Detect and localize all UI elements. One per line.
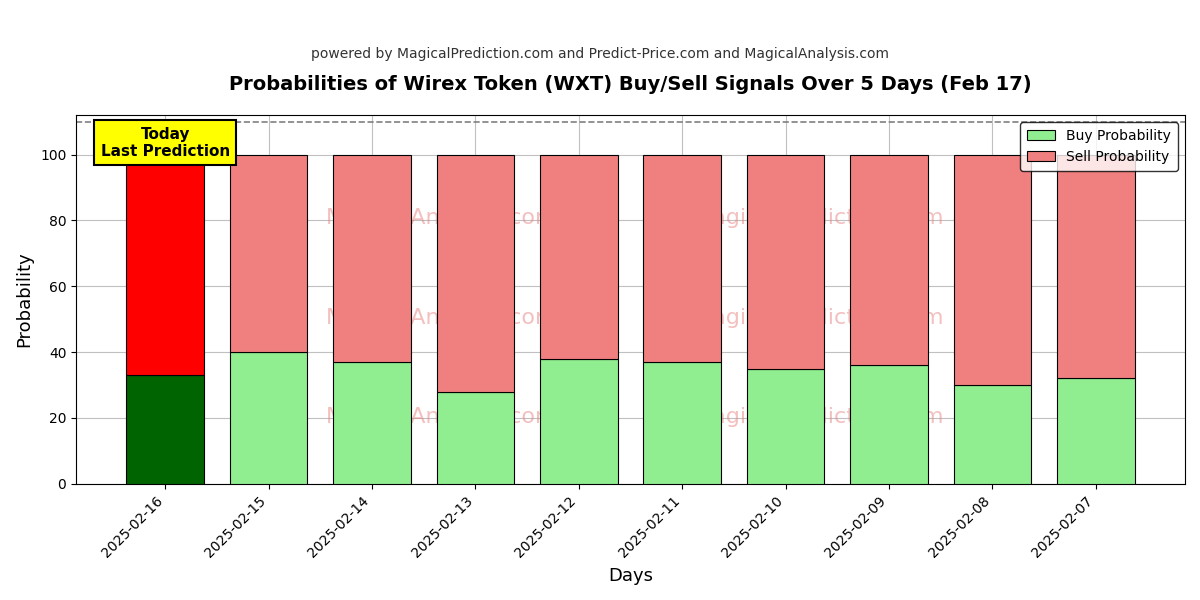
Bar bbox=[954, 385, 1031, 484]
Text: MagicalPrediction.com: MagicalPrediction.com bbox=[694, 308, 944, 328]
Text: MagicalPrediction.com: MagicalPrediction.com bbox=[694, 208, 944, 228]
Bar bbox=[126, 155, 204, 375]
Title: Probabilities of Wirex Token (WXT) Buy/Sell Signals Over 5 Days (Feb 17): Probabilities of Wirex Token (WXT) Buy/S… bbox=[229, 75, 1032, 94]
Bar bbox=[540, 359, 618, 484]
Legend: Buy Probability, Sell Probability: Buy Probability, Sell Probability bbox=[1020, 122, 1178, 171]
Bar bbox=[851, 365, 928, 484]
Bar bbox=[334, 155, 410, 362]
Text: MagicalAnalysis.com: MagicalAnalysis.com bbox=[326, 208, 558, 228]
Bar bbox=[126, 375, 204, 484]
Y-axis label: Probability: Probability bbox=[14, 251, 32, 347]
Bar bbox=[643, 362, 721, 484]
Bar bbox=[437, 392, 514, 484]
Bar bbox=[643, 155, 721, 362]
Text: MagicalPrediction.com: MagicalPrediction.com bbox=[694, 407, 944, 427]
Text: MagicalAnalysis.com: MagicalAnalysis.com bbox=[326, 407, 558, 427]
Bar bbox=[851, 155, 928, 365]
Bar bbox=[540, 155, 618, 359]
Bar bbox=[334, 362, 410, 484]
Bar bbox=[746, 155, 824, 368]
Bar bbox=[1057, 155, 1134, 379]
Bar bbox=[230, 352, 307, 484]
Bar bbox=[230, 155, 307, 352]
Bar bbox=[746, 368, 824, 484]
Bar bbox=[437, 155, 514, 392]
Bar bbox=[1057, 379, 1134, 484]
X-axis label: Days: Days bbox=[608, 567, 653, 585]
Bar bbox=[954, 155, 1031, 385]
Text: MagicalAnalysis.com: MagicalAnalysis.com bbox=[326, 308, 558, 328]
Text: powered by MagicalPrediction.com and Predict-Price.com and MagicalAnalysis.com: powered by MagicalPrediction.com and Pre… bbox=[311, 47, 889, 61]
Text: Today
Last Prediction: Today Last Prediction bbox=[101, 127, 230, 159]
